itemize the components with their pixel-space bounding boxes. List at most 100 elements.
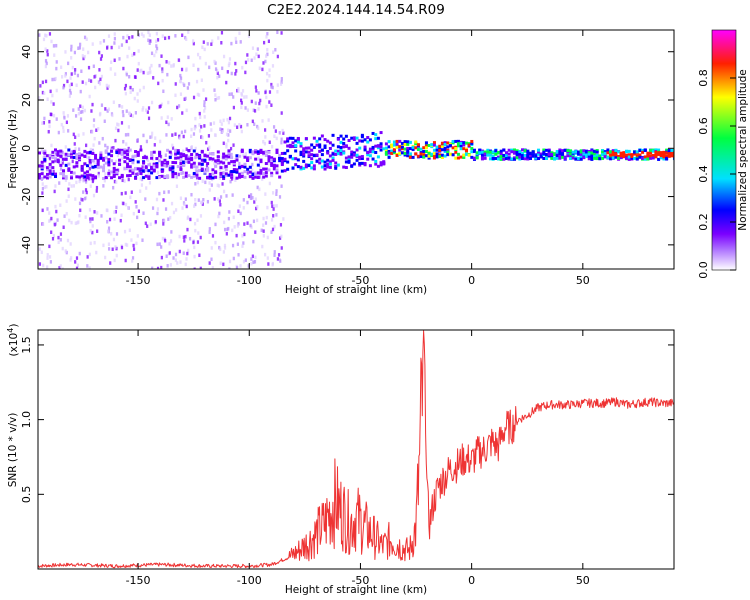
spectrogram-cell xyxy=(228,61,231,66)
spectrogram-cell xyxy=(92,118,96,122)
spectrogram-cell xyxy=(198,111,201,116)
spectrogram-cell xyxy=(336,149,340,153)
spectrogram-cell xyxy=(286,139,290,143)
spectrogram-cell xyxy=(43,91,46,95)
spectrogram-cell xyxy=(203,109,206,113)
spectrogram-cell xyxy=(86,174,90,178)
spectrogram-cell xyxy=(400,151,404,155)
spectrogram-cell xyxy=(91,151,95,155)
spectrogram-cell xyxy=(120,152,124,156)
spectrogram-cell xyxy=(98,68,101,72)
spectrogram-cell xyxy=(228,92,231,97)
spectrogram-cell xyxy=(347,138,351,142)
spectrogram-cell xyxy=(374,144,378,148)
spectrogram-cell xyxy=(478,148,482,152)
spectrogram-cell xyxy=(270,156,274,160)
spectrogram-cell xyxy=(267,262,270,266)
spectrogram-cell xyxy=(136,92,139,96)
spectrogram-cell xyxy=(220,30,224,35)
spectrogram-cell xyxy=(117,123,120,127)
spectrogram-cell xyxy=(294,157,298,161)
spectrogram-cell xyxy=(190,158,194,162)
spectrogram-cell xyxy=(87,65,91,70)
spectrogram-cell xyxy=(121,156,124,161)
spectrogram-cell xyxy=(268,68,271,72)
spectrogram-cell xyxy=(139,171,143,175)
spectrogram-cell xyxy=(179,167,183,171)
spectrogram-cell xyxy=(216,75,219,80)
snr-series-line xyxy=(38,330,674,569)
spectrogram-cell xyxy=(88,159,92,163)
spectrogram-cell xyxy=(70,152,74,156)
spectrogram-cell xyxy=(88,252,91,257)
spectrogram-cell xyxy=(148,181,152,185)
spectrogram-cell xyxy=(123,148,127,152)
spectrogram-cell xyxy=(48,171,52,175)
spectrogram-cell xyxy=(363,145,367,149)
spectrogram-cell xyxy=(222,171,225,175)
spectrogram-cell xyxy=(427,143,431,147)
spectrogram-cell xyxy=(467,143,471,147)
spectrogram-cell xyxy=(46,256,49,260)
spectrogram-cell xyxy=(113,32,116,36)
spectrogram-cell xyxy=(163,190,166,195)
spectrogram-cell xyxy=(52,44,56,48)
spectrogram-cell xyxy=(225,144,228,149)
spectrogram-cell xyxy=(141,108,144,112)
spectrogram-cell xyxy=(222,54,226,59)
spectrogram-cell xyxy=(48,169,52,173)
spectrogram-cell xyxy=(443,141,447,145)
spectrogram-cell xyxy=(102,166,106,170)
spectrogram-cell xyxy=(259,98,262,103)
spectrogram-cell xyxy=(214,159,218,163)
spectrogram-cell xyxy=(630,156,634,160)
spectrogram-cell xyxy=(627,155,631,159)
spectrogram-cell xyxy=(339,134,343,138)
spectrogram-cell xyxy=(258,66,261,71)
spectrogram-cell xyxy=(139,69,142,73)
spectrogram-cell xyxy=(40,167,44,171)
spectrogram-cell xyxy=(179,196,183,200)
spectrogram-cell xyxy=(262,172,266,176)
spectrogram-cell xyxy=(43,158,47,162)
spectrogram-cell xyxy=(550,154,554,158)
spectrogram-cell xyxy=(440,156,444,160)
spectrogram-cell xyxy=(114,138,117,143)
spectrogram-cell xyxy=(427,154,431,158)
spectrogram-cell xyxy=(275,189,278,193)
spectrogram-cell xyxy=(555,156,559,160)
spectrogram-cell xyxy=(177,104,181,108)
spectrogram-cell xyxy=(258,187,261,192)
spectrogram-cell xyxy=(366,153,370,157)
colorbar-gradient xyxy=(711,29,737,271)
spectrogram-cell xyxy=(518,153,522,157)
spectrogram-cell xyxy=(192,63,195,68)
spectrogram-cell xyxy=(414,152,418,156)
spectrogram-cell xyxy=(152,169,156,173)
spectrogram-cell xyxy=(206,162,210,166)
spectrogram-cell xyxy=(488,157,492,161)
spectrogram-cell xyxy=(187,174,191,178)
spectrogram-cell xyxy=(185,37,188,42)
spectrogram-cell xyxy=(252,108,255,113)
spectrogram-cell xyxy=(601,149,605,153)
spectrogram-cell xyxy=(79,89,82,94)
spectrogram-cell xyxy=(256,171,260,175)
spectrogram-cell xyxy=(272,167,276,171)
spectrogram-cell xyxy=(246,53,249,57)
spectrogram-cell xyxy=(55,66,58,71)
spectrogram-cell xyxy=(507,148,511,152)
spectrogram-cell xyxy=(291,166,295,170)
spectrogram-cell xyxy=(83,108,87,113)
spectrogram-cell xyxy=(443,142,447,146)
spectrogram-cell xyxy=(55,60,58,64)
spectrogram-cell xyxy=(91,42,94,46)
spectrogram-cell xyxy=(438,148,442,152)
spectrogram-cell xyxy=(126,162,130,166)
spectrogram-cell xyxy=(62,172,66,176)
spectrogram-cell xyxy=(595,153,599,157)
spectrogram-cell xyxy=(146,224,149,228)
spectrogram-cell xyxy=(247,264,250,268)
spectrogram-cell xyxy=(243,155,247,159)
spectrogram-cell xyxy=(363,138,367,142)
